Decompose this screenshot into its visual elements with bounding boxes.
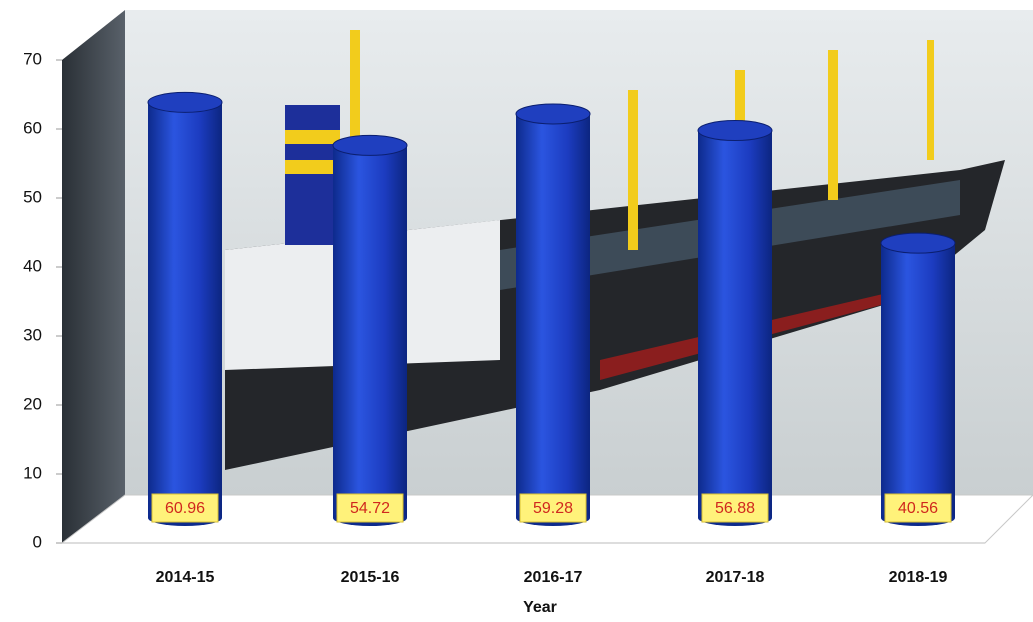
cylinder-top (515, 103, 591, 125)
value-label: 40.56 (898, 500, 938, 517)
value-label: 56.88 (715, 500, 755, 517)
y-tick-label: 50 (23, 187, 42, 206)
value-label-box (519, 493, 587, 523)
cylinder-top (332, 134, 408, 156)
y-tick-label: 10 (23, 463, 42, 482)
y-tick-label: 0 (33, 532, 42, 551)
x-tick-label: 2015-16 (341, 569, 400, 586)
value-label: 59.28 (533, 500, 573, 517)
cylinder-bar (881, 243, 955, 519)
value-label: 54.72 (350, 500, 390, 517)
cylinder-bar (333, 145, 407, 518)
value-label-box (884, 493, 952, 523)
x-tick-label: 2018-19 (889, 569, 948, 586)
x-tick-label: 2014-15 (156, 569, 215, 586)
x-tick-label: 2016-17 (524, 569, 583, 586)
cylinder-top (147, 91, 223, 113)
value-label: 60.96 (165, 500, 205, 517)
value-label-box (701, 493, 769, 523)
y-tick-label: 40 (23, 256, 42, 275)
y-tick-label: 30 (23, 325, 42, 344)
value-label-box (151, 493, 219, 523)
value-label-box (336, 493, 404, 523)
y-tick-label: 60 (23, 118, 42, 137)
cylinder-bar (698, 130, 772, 518)
cylinder-bar (516, 113, 590, 518)
x-tick-label: 2017-18 (706, 569, 765, 586)
cylinder-bar (148, 102, 222, 518)
y-tick-label: 70 (23, 49, 42, 68)
x-axis-label: Year (523, 599, 557, 616)
cylinder-top (880, 232, 956, 254)
y-tick-label: 20 (23, 394, 42, 413)
cylinder-top (697, 120, 773, 142)
